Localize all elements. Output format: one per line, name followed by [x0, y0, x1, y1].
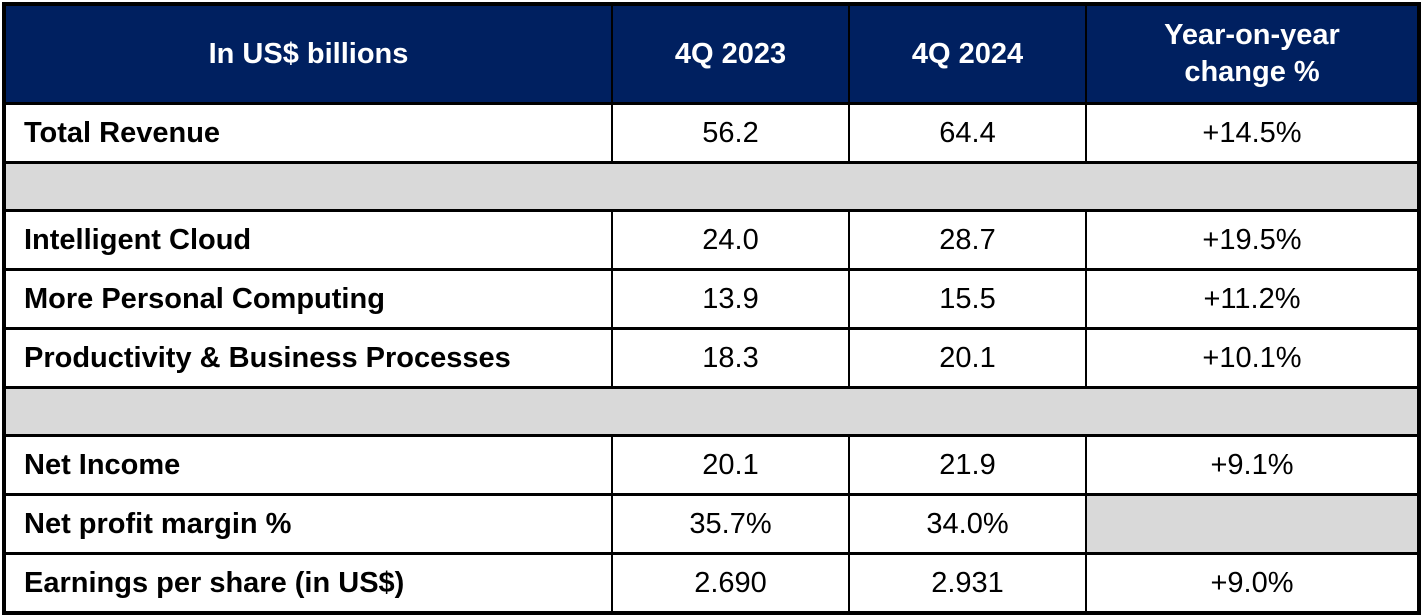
- q4-2023-value-cell: 35.7%: [611, 493, 850, 555]
- header-cell-4q-2023: 4Q 2023: [611, 2, 850, 105]
- q4-2024-value-cell: 34.0%: [848, 493, 1087, 555]
- row-label-cell: Net Income: [3, 434, 613, 496]
- q4-2023-value-cell: 56.2: [611, 102, 850, 164]
- yoy-header-line1: Year-on-year: [1164, 19, 1340, 51]
- q4-2023-value-cell: 20.1: [611, 434, 850, 496]
- row-label-cell: Intelligent Cloud: [3, 209, 613, 271]
- q4-2024-value-cell: 15.5: [848, 268, 1087, 330]
- q4-2023-value-cell: 2.690: [611, 552, 850, 615]
- row-label-cell: Earnings per share (in US$): [3, 552, 613, 615]
- table-header: In US$ billions 4Q 2023 4Q 2024 Year-on-…: [3, 2, 1420, 105]
- q4-2024-value-cell: 28.7: [848, 209, 1087, 271]
- table-row-net-income: Net Income 20.1 21.9 +9.1%: [3, 434, 1420, 496]
- q4-2024-value-cell: 64.4: [848, 102, 1087, 164]
- yoy-change-value-cell: +9.0%: [1085, 552, 1420, 615]
- table-row-net-profit-margin: Net profit margin % 35.7% 34.0%: [3, 493, 1420, 555]
- row-label-cell: Productivity & Business Processes: [3, 327, 613, 389]
- yoy-change-value-cell: +9.1%: [1085, 434, 1420, 496]
- q4-2024-value-cell: 20.1: [848, 327, 1087, 389]
- table-row-earnings-per-share: Earnings per share (in US$) 2.690 2.931 …: [3, 552, 1420, 615]
- yoy-header-line2: change %: [1184, 56, 1320, 88]
- q4-2023-value-cell: 24.0: [611, 209, 850, 271]
- header-cell-unit-label: In US$ billions: [3, 2, 613, 105]
- header-cell-4q-2024: 4Q 2024: [848, 2, 1087, 105]
- yoy-change-value-cell: +14.5%: [1085, 102, 1420, 164]
- row-label-cell: Net profit margin %: [3, 493, 613, 555]
- spacer-band: [3, 386, 1420, 437]
- table-row-intelligent-cloud: Intelligent Cloud 24.0 28.7 +19.5%: [3, 209, 1420, 271]
- q4-2023-value-cell: 13.9: [611, 268, 850, 330]
- spacer-band: [3, 161, 1420, 212]
- header-row: In US$ billions 4Q 2023 4Q 2024 Year-on-…: [3, 2, 1420, 105]
- table-row-total-revenue: Total Revenue 56.2 64.4 +14.5%: [3, 102, 1420, 164]
- header-cell-yoy-change: Year-on-year change %: [1085, 2, 1420, 105]
- table-body: Total Revenue 56.2 64.4 +14.5% Intellige…: [3, 102, 1420, 615]
- spacer-row-2: [3, 386, 1420, 437]
- table-row-more-personal-computing: More Personal Computing 13.9 15.5 +11.2%: [3, 268, 1420, 330]
- row-label-cell: Total Revenue: [3, 102, 613, 164]
- spacer-row-1: [3, 161, 1420, 212]
- yoy-change-value-cell: +11.2%: [1085, 268, 1420, 330]
- table-row-productivity-business-processes: Productivity & Business Processes 18.3 2…: [3, 327, 1420, 389]
- row-label-cell: More Personal Computing: [3, 268, 613, 330]
- yoy-change-value-cell: +10.1%: [1085, 327, 1420, 389]
- q4-2023-value-cell: 18.3: [611, 327, 850, 389]
- q4-2024-value-cell: 21.9: [848, 434, 1087, 496]
- q4-2024-value-cell: 2.931: [848, 552, 1087, 615]
- yoy-change-value-cell: +19.5%: [1085, 209, 1420, 271]
- yoy-change-empty-gray-cell: [1085, 493, 1420, 555]
